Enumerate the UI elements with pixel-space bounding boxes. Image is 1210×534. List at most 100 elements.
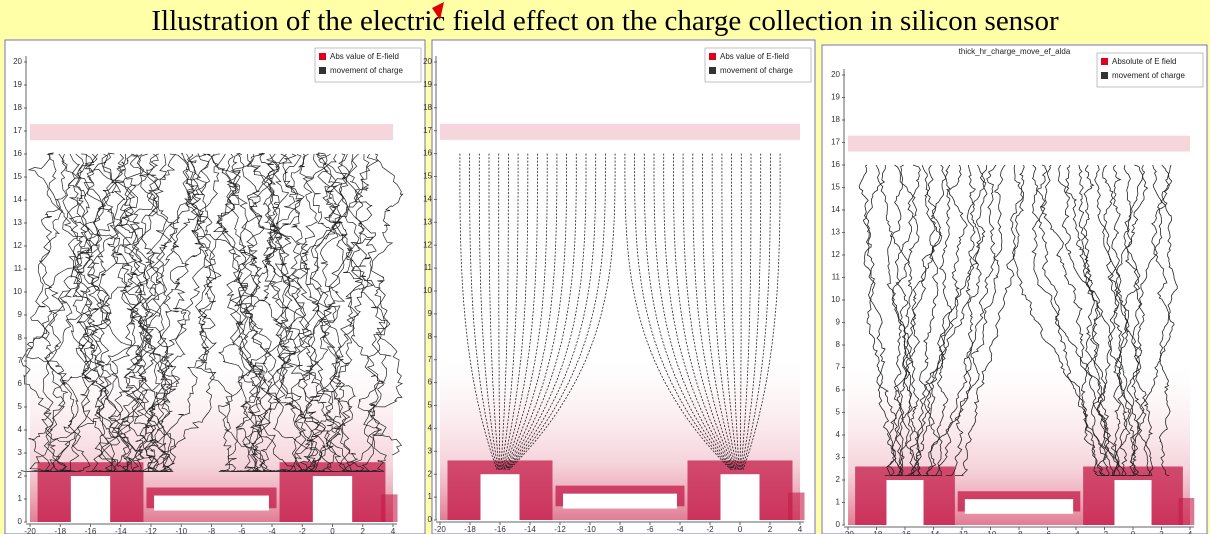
y-tick-label: 12 bbox=[423, 240, 432, 249]
electrode bbox=[312, 476, 353, 522]
trajectory bbox=[634, 153, 732, 470]
y-tick-label: 6 bbox=[428, 378, 433, 387]
trajectory bbox=[1102, 164, 1131, 476]
trajectory bbox=[928, 164, 962, 476]
x-tick-label: -8 bbox=[616, 525, 624, 534]
trajectory bbox=[359, 153, 404, 472]
trajectory bbox=[1140, 164, 1178, 476]
y-tick-label: 14 bbox=[831, 205, 840, 214]
legend-label: Absolute of E field bbox=[1112, 57, 1176, 66]
legend-label: Abs value of E-field bbox=[330, 52, 399, 61]
trajectory bbox=[218, 153, 263, 472]
trajectory bbox=[1153, 164, 1175, 476]
y-tick-label: 12 bbox=[831, 250, 840, 259]
y-tick-label: 1 bbox=[18, 494, 23, 503]
x-tick-label: -18 bbox=[54, 527, 66, 534]
trajectory bbox=[955, 164, 1024, 476]
implant bbox=[964, 499, 1074, 514]
edge-field bbox=[1178, 498, 1195, 525]
x-tick-label: -6 bbox=[1044, 530, 1052, 534]
x-tick-label: -14 bbox=[928, 530, 940, 534]
trajectory bbox=[469, 153, 498, 470]
trajectory bbox=[922, 164, 1006, 476]
trajectory bbox=[226, 153, 293, 472]
trajectory bbox=[151, 153, 213, 472]
y-tick-label: 7 bbox=[836, 363, 841, 372]
edge-field bbox=[380, 494, 398, 522]
trajectory bbox=[504, 153, 558, 470]
y-tick-label: 0 bbox=[18, 517, 23, 526]
trajectory bbox=[905, 164, 942, 476]
y-tick-label: 9 bbox=[18, 310, 23, 319]
y-tick-label: 1 bbox=[836, 498, 841, 507]
y-tick-label: 16 bbox=[13, 149, 22, 158]
legend-box bbox=[704, 47, 812, 83]
legend-swatch bbox=[709, 53, 716, 60]
trajectory bbox=[290, 153, 358, 472]
y-tick-label: 13 bbox=[423, 217, 432, 226]
y-tick-label: 8 bbox=[836, 340, 841, 349]
trajectory bbox=[92, 153, 181, 472]
trajectory bbox=[503, 153, 548, 470]
trajectory bbox=[194, 153, 261, 472]
trajectory bbox=[702, 153, 738, 470]
trajectory bbox=[110, 153, 161, 472]
trajectory bbox=[78, 153, 131, 472]
y-tick-label: 0 bbox=[836, 520, 841, 529]
trajectory bbox=[897, 164, 936, 476]
trajectory bbox=[910, 164, 968, 476]
trajectory bbox=[315, 153, 362, 472]
legend-label: movement of charge bbox=[1112, 71, 1185, 80]
electrode bbox=[70, 476, 111, 522]
charge-trajectories bbox=[858, 164, 1178, 476]
y-tick-label: 3 bbox=[836, 453, 841, 462]
electrode bbox=[720, 474, 760, 520]
x-tick-label: 2 bbox=[768, 525, 773, 534]
x-tick-label: -16 bbox=[85, 527, 97, 534]
charge-trajectories bbox=[459, 153, 781, 470]
y-tick-label: 5 bbox=[428, 401, 433, 410]
y-tick-label: 8 bbox=[18, 333, 23, 342]
x-tick-label: -4 bbox=[1072, 530, 1080, 534]
x-tick-label: -2 bbox=[706, 525, 714, 534]
x-tick-label: -14 bbox=[524, 525, 536, 534]
trajectory bbox=[1058, 164, 1127, 476]
trajectory bbox=[922, 164, 988, 476]
y-tick-label: 11 bbox=[14, 264, 23, 273]
x-tick-label: 2 bbox=[361, 527, 366, 534]
slide-title: Illustration of the electric field effec… bbox=[151, 5, 1059, 37]
x-tick-label: -20 bbox=[842, 530, 854, 534]
trajectory bbox=[643, 153, 733, 470]
field-band bbox=[440, 123, 800, 140]
trajectory bbox=[125, 153, 168, 472]
trajectory bbox=[945, 164, 1000, 476]
trajectory bbox=[1123, 164, 1154, 476]
trajectory bbox=[508, 153, 606, 470]
y-tick-label: 15 bbox=[831, 183, 840, 192]
panel: 01234567891011121314151617181920-20-18-1… bbox=[821, 44, 1208, 534]
x-tick-label: -6 bbox=[646, 525, 654, 534]
trajectory bbox=[742, 153, 771, 470]
y-tick-label: 19 bbox=[831, 93, 840, 102]
field-band bbox=[848, 135, 1190, 152]
x-tick-label: -8 bbox=[1015, 530, 1023, 534]
legend-swatch bbox=[319, 53, 326, 60]
trajectory bbox=[1078, 164, 1114, 476]
x-tick-label: -14 bbox=[115, 527, 127, 534]
y-tick-label: 20 bbox=[423, 57, 432, 66]
trajectory bbox=[20, 153, 78, 472]
y-tick-label: 19 bbox=[13, 80, 22, 89]
trajectory bbox=[478, 153, 499, 470]
x-tick-label: 0 bbox=[1131, 530, 1136, 534]
y-tick-label: 4 bbox=[18, 425, 23, 434]
legend-box bbox=[1096, 52, 1204, 88]
trajectory bbox=[111, 153, 180, 472]
x-tick-label: -12 bbox=[956, 530, 968, 534]
trajectory bbox=[901, 164, 921, 476]
y-tick-label: 8 bbox=[428, 332, 433, 341]
implant bbox=[563, 493, 677, 509]
trajectory bbox=[67, 153, 132, 472]
y-tick-label: 17 bbox=[13, 126, 22, 135]
trajectory bbox=[886, 164, 914, 476]
trajectory bbox=[740, 153, 752, 470]
